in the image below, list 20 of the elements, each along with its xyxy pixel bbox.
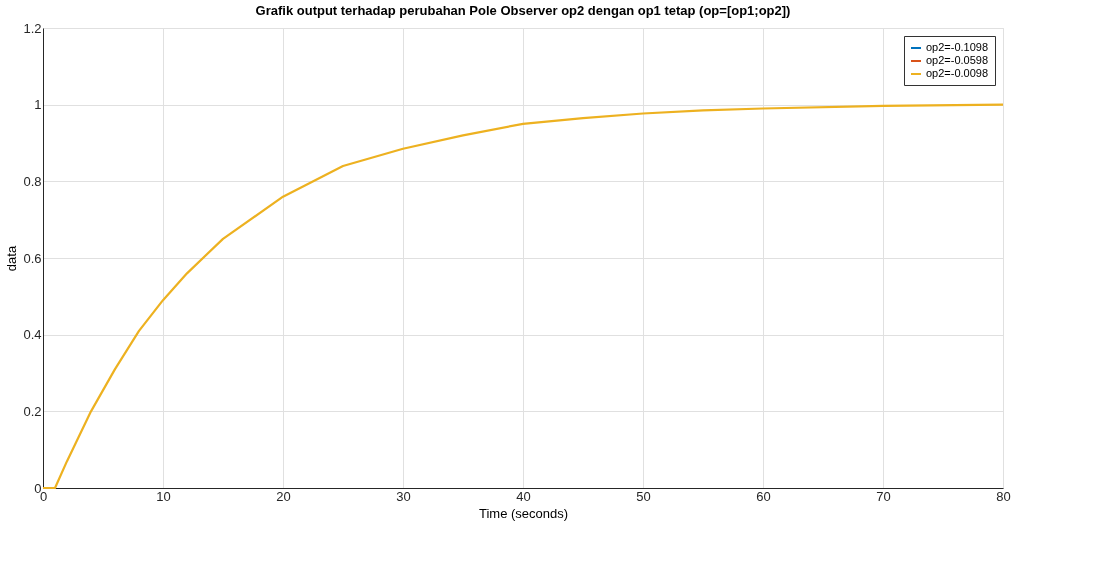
y-tick-label: 0.6 xyxy=(23,250,42,266)
legend-label: op2=-0.0598 xyxy=(926,54,989,66)
y-tick-label: 0.4 xyxy=(23,327,42,343)
x-tick-label: 10 xyxy=(156,488,171,504)
x-tick-label: 30 xyxy=(396,488,411,504)
y-tick-label: 0.2 xyxy=(23,403,42,419)
y-axis-title: data xyxy=(4,245,20,272)
legend-label: op2=-0.0098 xyxy=(926,67,989,79)
x-tick-label: 40 xyxy=(516,488,531,504)
x-tick-label: 60 xyxy=(756,488,771,504)
legend-label: op2=-0.1098 xyxy=(926,41,989,53)
x-tick-label: 20 xyxy=(276,488,291,504)
y-tick-label: 1 xyxy=(34,97,42,113)
x-axis-title: Time (seconds) xyxy=(478,505,569,521)
chart-title: Grafik output terhadap perubahan Pole Observer op2 dengan op1 tetap (op=[op1;op2]) xyxy=(255,3,791,18)
x-tick-label: 70 xyxy=(876,488,891,504)
y-tick-label: 1.2 xyxy=(23,20,42,36)
x-tick-label: 80 xyxy=(996,488,1011,504)
x-tick-label: 50 xyxy=(636,488,651,504)
y-tick-label: 0.8 xyxy=(23,173,42,189)
